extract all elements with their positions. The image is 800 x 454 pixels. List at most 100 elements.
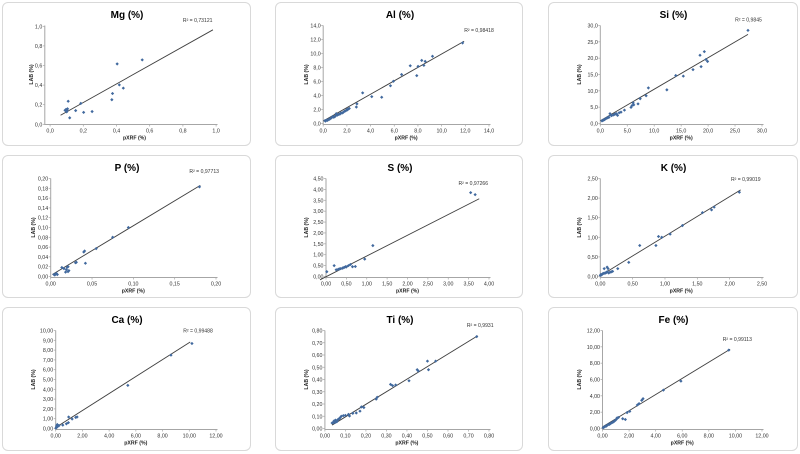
svg-text:10,0: 10,0 <box>310 52 320 58</box>
svg-text:R² = 0,99113: R² = 0,99113 <box>723 337 752 343</box>
svg-text:0,70: 0,70 <box>312 341 322 347</box>
svg-text:LAB (%): LAB (%) <box>304 369 310 389</box>
svg-text:LAB (%): LAB (%) <box>577 64 583 84</box>
svg-text:8,00: 8,00 <box>704 434 714 440</box>
svg-text:0,60: 0,60 <box>312 353 322 359</box>
svg-text:0,10: 0,10 <box>38 226 48 232</box>
svg-text:2,00: 2,00 <box>43 407 53 413</box>
svg-text:0,2: 0,2 <box>80 129 87 135</box>
svg-text:14,0: 14,0 <box>484 129 494 135</box>
svg-text:2,50: 2,50 <box>423 282 433 288</box>
svg-text:2,50: 2,50 <box>757 282 767 288</box>
svg-text:Ti (%): Ti (%) <box>386 315 413 326</box>
svg-text:pXRF (%): pXRF (%) <box>122 289 145 295</box>
svg-text:12,00: 12,00 <box>755 434 768 440</box>
svg-text:0,20: 0,20 <box>312 402 322 408</box>
svg-text:8,00: 8,00 <box>590 361 600 367</box>
svg-text:4,0: 4,0 <box>313 94 320 100</box>
svg-text:0,4: 0,4 <box>113 129 120 135</box>
svg-text:8,00: 8,00 <box>43 348 53 354</box>
svg-text:1,50: 1,50 <box>382 282 392 288</box>
svg-text:25,0: 25,0 <box>730 129 740 135</box>
svg-text:0,0: 0,0 <box>46 129 53 135</box>
svg-text:Fe (%): Fe (%) <box>659 315 689 326</box>
svg-text:5,00: 5,00 <box>43 378 53 384</box>
svg-text:5,0: 5,0 <box>590 105 597 111</box>
svg-text:0,10: 0,10 <box>312 414 322 420</box>
svg-text:1,0: 1,0 <box>35 24 42 30</box>
svg-text:0,0: 0,0 <box>590 122 597 128</box>
svg-text:0,20: 0,20 <box>211 282 221 288</box>
svg-text:4,00: 4,00 <box>104 434 114 440</box>
svg-text:10,00: 10,00 <box>587 345 600 351</box>
svg-text:LAB (%): LAB (%) <box>304 217 310 237</box>
svg-text:0,40: 0,40 <box>312 378 322 384</box>
svg-text:pXRF (%): pXRF (%) <box>395 136 418 142</box>
svg-text:R² = 0,97713: R² = 0,97713 <box>189 169 219 175</box>
svg-text:4,00: 4,00 <box>651 434 661 440</box>
svg-text:3,50: 3,50 <box>313 198 323 204</box>
svg-text:R² = 0,9845: R² = 0,9845 <box>735 18 762 24</box>
svg-text:0,80: 0,80 <box>484 434 494 440</box>
svg-text:10,00: 10,00 <box>40 329 53 335</box>
svg-text:3,00: 3,00 <box>313 209 323 215</box>
svg-text:0,00: 0,00 <box>320 434 330 440</box>
svg-text:0,50: 0,50 <box>627 282 637 288</box>
svg-text:0,00: 0,00 <box>595 282 605 288</box>
svg-text:7,00: 7,00 <box>43 358 53 364</box>
svg-text:6,0: 6,0 <box>313 80 320 86</box>
svg-text:0,16: 0,16 <box>38 196 48 202</box>
svg-text:LAB (%): LAB (%) <box>31 369 37 389</box>
svg-text:3,00: 3,00 <box>43 397 53 403</box>
svg-text:0,8: 0,8 <box>179 129 186 135</box>
svg-text:pXRF (%): pXRF (%) <box>670 136 693 142</box>
svg-text:0,30: 0,30 <box>381 434 391 440</box>
svg-text:LAB (%): LAB (%) <box>304 64 310 84</box>
svg-text:R² = 0,73121: R² = 0,73121 <box>183 18 213 24</box>
svg-text:4,0: 4,0 <box>367 129 374 135</box>
svg-text:2,50: 2,50 <box>313 220 323 226</box>
svg-text:pXRF (%): pXRF (%) <box>396 289 419 295</box>
svg-text:15,0: 15,0 <box>676 129 686 135</box>
svg-text:Mg (%): Mg (%) <box>111 10 144 21</box>
svg-text:0,0: 0,0 <box>320 129 327 135</box>
svg-text:2,00: 2,00 <box>590 410 600 416</box>
svg-text:2,50: 2,50 <box>587 177 597 183</box>
svg-text:0,40: 0,40 <box>402 434 412 440</box>
svg-text:2,0: 2,0 <box>313 108 320 114</box>
svg-text:0,00: 0,00 <box>313 275 323 281</box>
svg-text:0,18: 0,18 <box>38 186 48 192</box>
svg-text:10,0: 10,0 <box>649 129 659 135</box>
svg-text:0,00: 0,00 <box>51 434 61 440</box>
svg-text:6,00: 6,00 <box>590 378 600 384</box>
svg-text:20,0: 20,0 <box>587 56 597 62</box>
svg-text:0,50: 0,50 <box>312 365 322 371</box>
svg-text:0,00: 0,00 <box>321 282 331 288</box>
svg-text:0,30: 0,30 <box>312 390 322 396</box>
svg-text:8,0: 8,0 <box>414 129 421 135</box>
svg-text:2,00: 2,00 <box>77 434 87 440</box>
svg-text:4,00: 4,00 <box>313 187 323 193</box>
svg-text:R² = 0,98418: R² = 0,98418 <box>464 28 494 34</box>
svg-text:Ca (%): Ca (%) <box>111 315 142 326</box>
svg-text:0,02: 0,02 <box>38 265 48 271</box>
svg-text:12,00: 12,00 <box>209 434 222 440</box>
svg-text:0,2: 0,2 <box>35 103 42 109</box>
svg-text:25,0: 25,0 <box>587 40 597 46</box>
svg-text:10,0: 10,0 <box>587 89 597 95</box>
svg-text:0,0: 0,0 <box>35 122 42 128</box>
svg-text:pXRF (%): pXRF (%) <box>124 441 147 447</box>
svg-text:0,00: 0,00 <box>597 434 607 440</box>
svg-text:2,0: 2,0 <box>343 129 350 135</box>
svg-text:Al (%): Al (%) <box>386 10 414 21</box>
svg-text:2,00: 2,00 <box>402 282 412 288</box>
svg-text:0,50: 0,50 <box>422 434 432 440</box>
svg-text:8,00: 8,00 <box>157 434 167 440</box>
svg-text:0,05: 0,05 <box>87 282 97 288</box>
svg-text:0,0: 0,0 <box>313 122 320 128</box>
svg-text:P (%): P (%) <box>115 163 140 174</box>
svg-text:0,10: 0,10 <box>340 434 350 440</box>
svg-text:0,70: 0,70 <box>463 434 473 440</box>
svg-text:pXRF (%): pXRF (%) <box>670 289 693 295</box>
svg-text:0,00: 0,00 <box>312 427 322 433</box>
